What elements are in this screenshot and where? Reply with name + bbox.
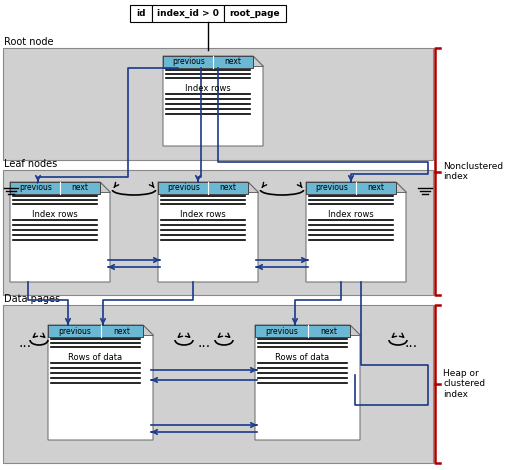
Text: Data pages: Data pages [4, 294, 60, 304]
Bar [10, 182, 100, 194]
Text: Index rows: Index rows [328, 210, 374, 219]
Polygon shape [306, 182, 406, 282]
Text: id: id [136, 9, 146, 18]
Polygon shape [255, 325, 360, 440]
Text: next: next [368, 183, 384, 193]
Polygon shape [253, 56, 263, 66]
Text: Rows of data: Rows of data [276, 353, 329, 362]
Text: previous: previous [19, 183, 51, 193]
Text: previous: previous [167, 183, 199, 193]
Polygon shape [143, 325, 153, 335]
Bar [3, 48, 433, 160]
Polygon shape [350, 325, 360, 335]
Polygon shape [100, 182, 110, 192]
Text: Heap or
clustered
index: Heap or clustered index [443, 369, 485, 399]
Text: next: next [219, 183, 237, 193]
Text: next: next [321, 327, 338, 336]
Text: Leaf nodes: Leaf nodes [4, 159, 57, 169]
Text: previous: previous [315, 183, 347, 193]
Bar [3, 170, 433, 295]
Text: previous: previous [172, 57, 205, 66]
Bar [163, 56, 253, 68]
Text: next: next [71, 183, 89, 193]
Bar [48, 325, 143, 337]
Bar [130, 5, 152, 22]
Text: Nonclustered
index: Nonclustered index [443, 162, 503, 181]
Polygon shape [48, 325, 153, 440]
Text: ...: ... [405, 336, 417, 350]
Text: next: next [225, 57, 242, 66]
Text: previous: previous [265, 327, 298, 336]
Bar [3, 305, 433, 463]
Text: Root node: Root node [4, 37, 53, 47]
Text: previous: previous [58, 327, 91, 336]
Polygon shape [396, 182, 406, 192]
Bar [224, 5, 286, 22]
Polygon shape [10, 182, 110, 282]
Text: Index rows: Index rows [32, 210, 78, 219]
Bar [152, 5, 224, 22]
Text: ...: ... [197, 336, 211, 350]
Bar [306, 182, 396, 194]
Text: Index rows: Index rows [185, 84, 231, 93]
Polygon shape [163, 56, 263, 146]
Text: next: next [114, 327, 131, 336]
Bar [255, 325, 350, 337]
Text: ...: ... [19, 336, 31, 350]
Text: Rows of data: Rows of data [68, 353, 122, 362]
Bar [158, 182, 248, 194]
Text: root_page: root_page [230, 9, 280, 18]
Text: index_id > 0: index_id > 0 [157, 9, 219, 18]
Polygon shape [248, 182, 258, 192]
Polygon shape [158, 182, 258, 282]
Text: Index rows: Index rows [180, 210, 226, 219]
